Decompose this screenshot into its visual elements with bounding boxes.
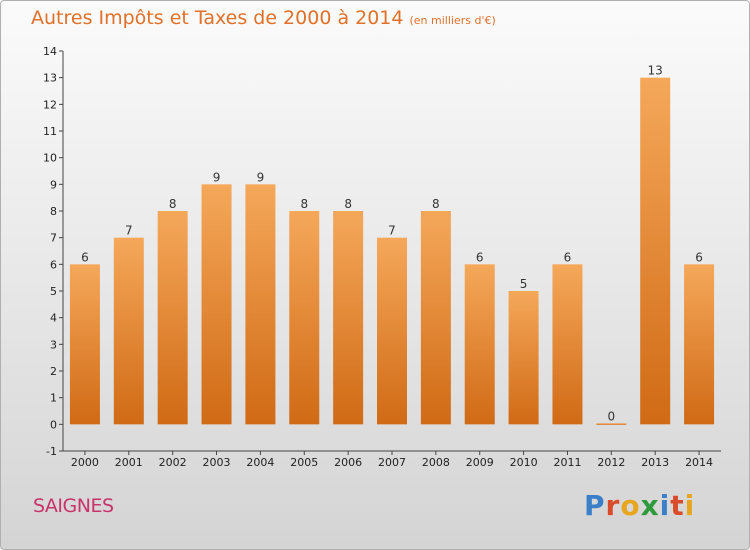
- chart-title-block: Autres Impôts et Taxes de 2000 à 2014 (en…: [31, 7, 496, 29]
- x-tick-label: 2002: [159, 456, 187, 469]
- bar: [552, 264, 583, 425]
- bar: [157, 211, 188, 425]
- data-label: 8: [300, 197, 308, 211]
- bar: [640, 77, 671, 425]
- logo-letter: i: [684, 489, 696, 522]
- bar: [289, 211, 320, 425]
- data-label: 5: [520, 277, 528, 291]
- x-tick-label: 2008: [422, 456, 450, 469]
- y-tick-label: 2: [50, 365, 57, 378]
- data-label: 6: [695, 250, 703, 264]
- logo-letter: i: [659, 489, 671, 522]
- bar: [69, 264, 100, 425]
- bar: [245, 184, 276, 425]
- data-label: 8: [344, 197, 352, 211]
- x-tick-label: 2014: [685, 456, 713, 469]
- x-tick-label: 2007: [378, 456, 406, 469]
- data-label: 8: [432, 197, 440, 211]
- y-tick-label: 1: [50, 392, 57, 405]
- y-tick-label: -1: [46, 445, 57, 458]
- x-tick-label: 2013: [641, 456, 669, 469]
- logo-letter: r: [605, 489, 621, 522]
- data-label: 6: [564, 250, 572, 264]
- logo-letter: o: [620, 489, 641, 522]
- data-label: 6: [476, 250, 484, 264]
- logo-letter: x: [640, 489, 660, 522]
- data-label: 13: [648, 64, 663, 78]
- x-tick-label: 2006: [334, 456, 362, 469]
- y-tick-label: 10: [43, 152, 57, 165]
- commune-name: SAIGNES: [33, 495, 114, 517]
- y-tick-label: 13: [43, 72, 57, 85]
- x-tick-label: 2001: [115, 456, 143, 469]
- data-label: 6: [81, 250, 89, 264]
- x-tick-label: 2010: [510, 456, 538, 469]
- y-tick-label: 12: [43, 98, 57, 111]
- data-label: 9: [257, 170, 265, 184]
- proxiti-logo: Proxiti: [584, 489, 695, 522]
- y-tick-label: 11: [43, 125, 57, 138]
- y-tick-label: 14: [43, 45, 57, 58]
- data-label: 9: [213, 170, 221, 184]
- bar: [201, 184, 232, 425]
- x-tick-label: 2009: [466, 456, 494, 469]
- y-tick-label: 7: [50, 232, 57, 245]
- data-label: 7: [125, 224, 133, 238]
- y-tick-label: 8: [50, 205, 57, 218]
- y-tick-label: 0: [50, 418, 57, 431]
- bar: [420, 211, 451, 425]
- data-label: 8: [169, 197, 177, 211]
- bar: [333, 211, 364, 425]
- data-label: 7: [388, 224, 396, 238]
- y-tick-label: 6: [50, 258, 57, 271]
- x-tick-label: 2005: [290, 456, 318, 469]
- x-tick-label: 2000: [71, 456, 99, 469]
- bar: [377, 237, 407, 425]
- x-tick-label: 2004: [246, 456, 274, 469]
- bar: [596, 423, 627, 425]
- bar: [684, 264, 715, 425]
- x-tick-label: 2012: [597, 456, 625, 469]
- bar: [113, 237, 144, 425]
- logo-letter: P: [584, 489, 606, 522]
- bar: [464, 264, 495, 425]
- y-tick-label: 5: [50, 285, 57, 298]
- x-tick-label: 2003: [203, 456, 231, 469]
- x-tick-label: 2011: [553, 456, 581, 469]
- data-label: 0: [608, 409, 616, 423]
- chart-title: Autres Impôts et Taxes de 2000 à 2014: [31, 7, 404, 29]
- chart-unit: (en milliers d'€): [409, 14, 496, 27]
- y-tick-label: 9: [50, 178, 57, 191]
- y-tick-label: 3: [50, 338, 57, 351]
- logo-letter: t: [670, 489, 685, 522]
- y-tick-label: 4: [50, 312, 57, 325]
- bar: [508, 291, 539, 425]
